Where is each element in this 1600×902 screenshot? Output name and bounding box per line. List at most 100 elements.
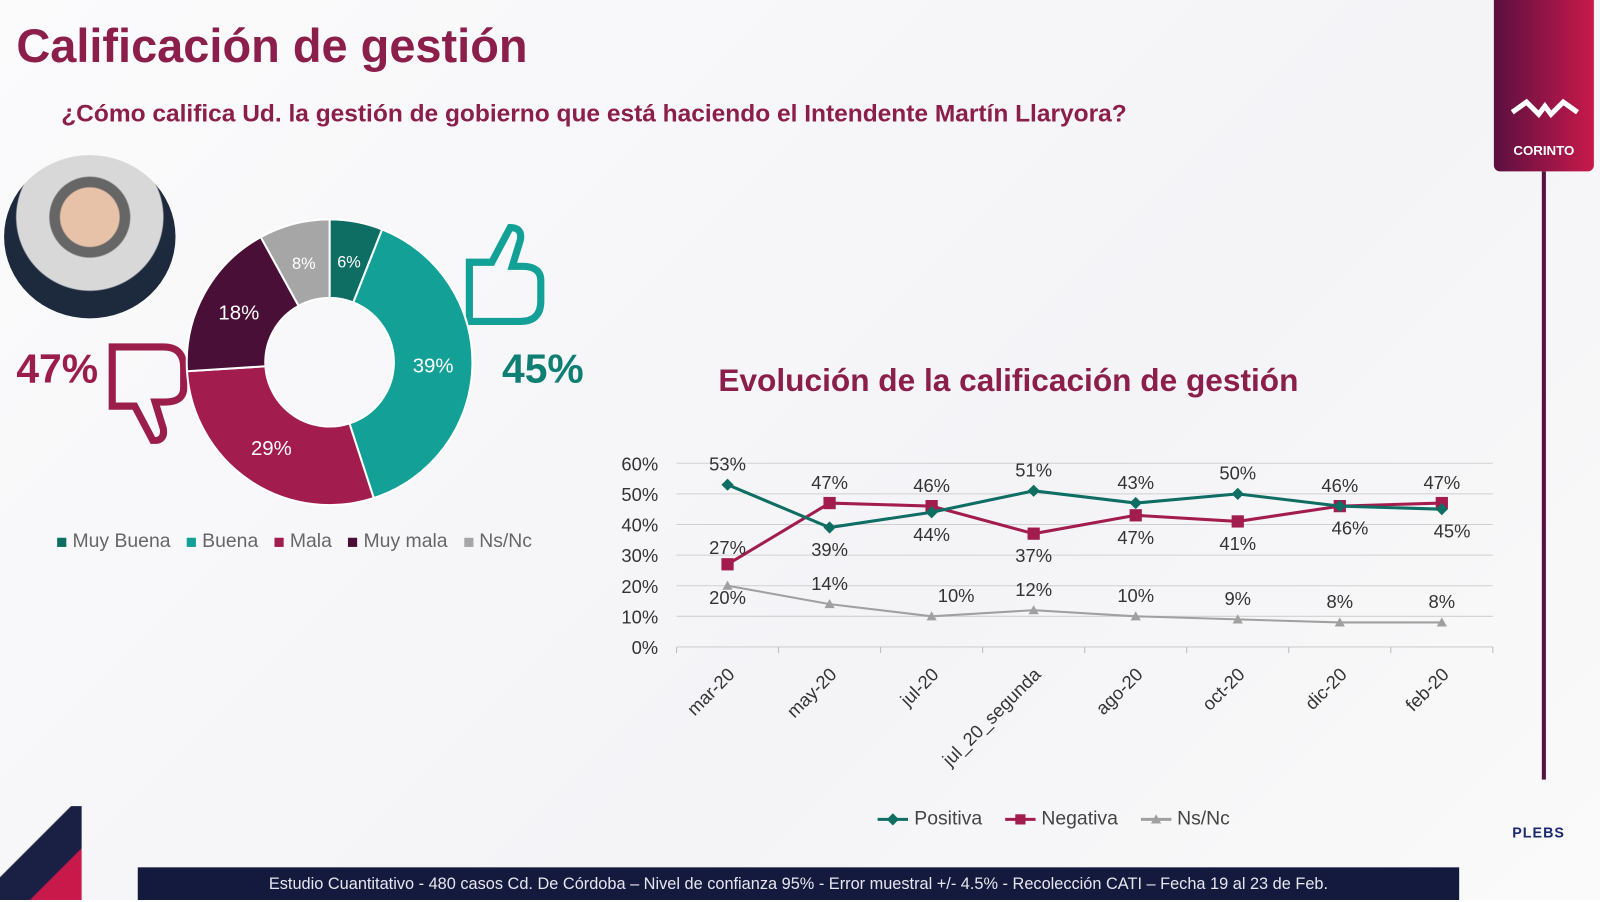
legend-item: Positiva [877, 808, 983, 830]
data-label-top: 47% [811, 472, 848, 493]
legend-swatch [274, 537, 284, 547]
brand-logo [1493, 0, 1594, 172]
x-tick-label: jul_20_segunda [937, 663, 1046, 772]
data-point-negativa [823, 496, 836, 510]
y-tick-label: 40% [621, 515, 658, 536]
data-point-ns-nc [1334, 617, 1345, 627]
donut-slice-label: 29% [251, 438, 292, 460]
data-point-ns-nc [1232, 614, 1243, 624]
legend-label: Buena [202, 530, 259, 553]
data-label-bottom: 44% [913, 524, 950, 545]
series-line-positiva [726, 483, 1442, 530]
legend-label: Mala [289, 530, 332, 553]
thumbs-up-icon [465, 223, 545, 325]
line-legend: Positiva Negativa Ns/Nc [877, 808, 1230, 830]
data-label-nsnc: 12% [1015, 579, 1052, 600]
mayor-photo [4, 155, 176, 319]
legend-item: Muy Buena [57, 530, 171, 553]
line-chart: 0% 10% 20% 30% 40% 50% 60% mar-20 may-20 jul-20ju… [621, 453, 1494, 772]
brand-name: CORINTO [1513, 142, 1575, 159]
legend-swatch [348, 537, 358, 547]
data-point-negativa [1027, 527, 1040, 540]
y-tick-label: 60% [621, 453, 658, 474]
data-point-positiva [1027, 484, 1040, 497]
legend-marker-icon [1140, 814, 1171, 824]
x-tick-label: dic-20 [1301, 663, 1351, 713]
x-tick-label: feb-20 [1401, 663, 1453, 715]
donut-slice-ns-nc [259, 218, 331, 308]
legend-label: Muy Buena [72, 530, 171, 553]
donut-slice-label: 18% [218, 302, 259, 324]
donut-slice-mala [185, 365, 376, 507]
legend-item: Ns/Nc [1140, 808, 1230, 830]
data-label-bottom: 46% [1332, 518, 1369, 539]
donut-slice-buena [348, 228, 474, 500]
legend-swatch [463, 537, 474, 547]
donut-slice-label: 39% [413, 356, 454, 378]
data-label-bottom: 27% [709, 537, 746, 558]
legend-label: Muy mala [363, 530, 448, 553]
data-label-top: 46% [1321, 475, 1358, 496]
legend-label: Ns/Nc [1177, 808, 1230, 830]
chart-title: Evolución de la calificación de gestión [718, 362, 1299, 398]
legend-item: Buena [186, 530, 259, 553]
data-point-negativa [1129, 509, 1142, 522]
legend-swatch [186, 537, 197, 547]
data-point-negativa [1435, 496, 1448, 510]
y-tick-label: 30% [621, 545, 658, 566]
data-label-nsnc: 10% [1117, 585, 1154, 606]
donut-slice-muy-mala [185, 235, 301, 373]
data-label-top: 51% [1015, 460, 1052, 481]
donut-slice-label: 8% [292, 255, 316, 273]
data-point-positiva [1129, 496, 1142, 510]
data-point-ns-nc [1436, 617, 1447, 627]
data-label-top: 43% [1117, 472, 1154, 493]
legend-swatch [57, 537, 67, 547]
legend-item: Negativa [1004, 808, 1118, 830]
data-label-top: 50% [1219, 463, 1256, 484]
x-tick-label: jul-20 [895, 663, 942, 710]
data-point-positiva [721, 478, 734, 491]
legend-item: Muy mala [348, 530, 448, 553]
data-label-nsnc: 20% [709, 587, 746, 608]
x-tick-label: oct-20 [1198, 663, 1249, 714]
donut-slice-label: 6% [337, 254, 361, 272]
legend-marker-icon [877, 813, 909, 826]
brand-divider [1541, 171, 1546, 780]
legend-label: Ns/Nc [479, 530, 532, 553]
data-point-positiva [925, 506, 938, 519]
data-label-top: 53% [709, 453, 746, 474]
data-point-negativa [1231, 515, 1244, 528]
series-line-ns-nc [727, 584, 1442, 624]
data-point-ns-nc [824, 598, 835, 609]
legend-label: Positiva [914, 808, 983, 830]
data-point-positiva [1333, 499, 1346, 513]
y-tick-label: 50% [621, 484, 658, 505]
footer-note: Estudio Cuantitativo - 480 casos Cd. De … [137, 867, 1460, 900]
data-label-nsnc: 8% [1429, 591, 1456, 612]
data-label-bottom: 39% [811, 539, 848, 560]
data-point-ns-nc [926, 611, 937, 621]
y-tick-label: 10% [621, 606, 658, 627]
y-tick-label: 0% [632, 637, 659, 658]
plebs-logo: PLEBS [1512, 824, 1565, 841]
x-tick-label: may-20 [782, 663, 840, 721]
data-point-ns-nc [722, 580, 733, 590]
survey-question: ¿Cómo califica Ud. la gestión de gobiern… [61, 99, 1127, 128]
data-label-top: 47% [1423, 472, 1460, 493]
data-point-positiva [823, 521, 836, 534]
data-label-nsnc: 8% [1327, 591, 1354, 612]
data-label-nsnc: 9% [1224, 588, 1251, 609]
page-title: Calificación de gestión [16, 19, 528, 73]
data-label-bottom: 41% [1219, 533, 1256, 554]
data-point-negativa [721, 558, 734, 571]
legend-label: Negativa [1041, 808, 1118, 830]
thumbs-down-icon [108, 343, 188, 444]
data-label-top: 46% [913, 475, 950, 496]
series-line-negativa [726, 501, 1442, 566]
corner-decoration [0, 806, 82, 900]
data-label-bottom: 37% [1015, 545, 1052, 566]
corinto-logo-icon [1510, 98, 1580, 119]
donut-chart: 6% 39% 29% 18% 8% [185, 218, 474, 507]
